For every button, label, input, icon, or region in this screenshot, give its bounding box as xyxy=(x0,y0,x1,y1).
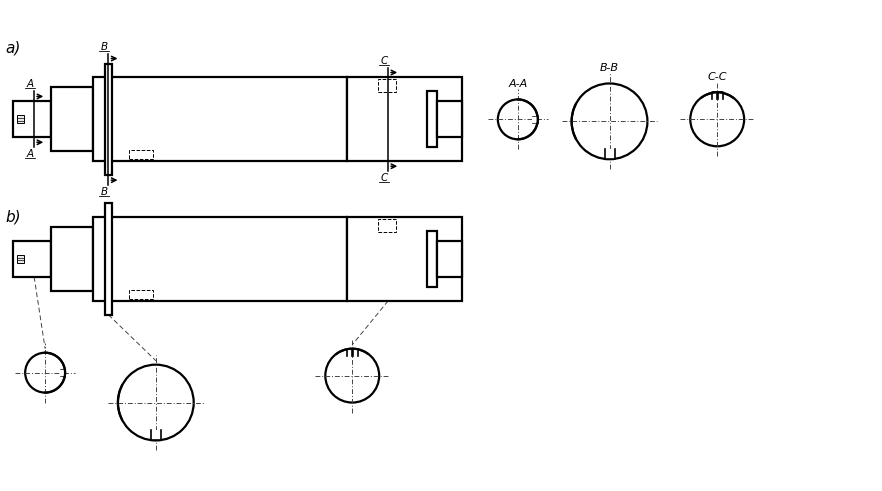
Circle shape xyxy=(118,365,194,440)
Text: A: A xyxy=(26,149,34,159)
Bar xyxy=(347,349,352,355)
Bar xyxy=(18,255,24,263)
Circle shape xyxy=(572,83,647,159)
Bar xyxy=(129,290,153,299)
Text: B-B: B-B xyxy=(600,63,619,74)
Text: C: C xyxy=(380,173,388,183)
Bar xyxy=(378,219,396,232)
Bar xyxy=(51,87,93,151)
Bar xyxy=(60,369,65,377)
Text: C: C xyxy=(380,55,388,65)
Bar xyxy=(353,349,357,355)
Bar xyxy=(378,80,396,92)
Text: a): a) xyxy=(5,40,20,55)
Bar xyxy=(437,241,462,277)
Bar xyxy=(532,115,538,123)
Bar xyxy=(93,78,348,161)
Text: A-A: A-A xyxy=(508,80,527,89)
Bar xyxy=(18,115,24,123)
Bar xyxy=(712,92,716,99)
Bar xyxy=(129,150,153,159)
Bar xyxy=(105,63,112,175)
Bar xyxy=(604,149,615,159)
Circle shape xyxy=(26,353,65,393)
Text: C-C: C-C xyxy=(707,73,727,82)
Bar xyxy=(13,102,51,137)
Bar xyxy=(13,241,51,277)
Text: B: B xyxy=(101,42,108,52)
Bar xyxy=(348,78,462,161)
Bar xyxy=(348,217,462,301)
Bar xyxy=(427,91,437,147)
Circle shape xyxy=(691,92,744,146)
Text: A: A xyxy=(26,80,34,89)
Bar xyxy=(51,227,93,291)
Bar xyxy=(718,92,722,99)
Bar xyxy=(427,231,437,287)
Circle shape xyxy=(497,99,538,139)
Circle shape xyxy=(325,349,379,403)
Bar xyxy=(93,217,348,301)
Bar xyxy=(437,102,462,137)
Text: B: B xyxy=(101,187,108,197)
Text: b): b) xyxy=(5,210,21,224)
Bar xyxy=(105,203,112,315)
Bar xyxy=(151,431,161,440)
